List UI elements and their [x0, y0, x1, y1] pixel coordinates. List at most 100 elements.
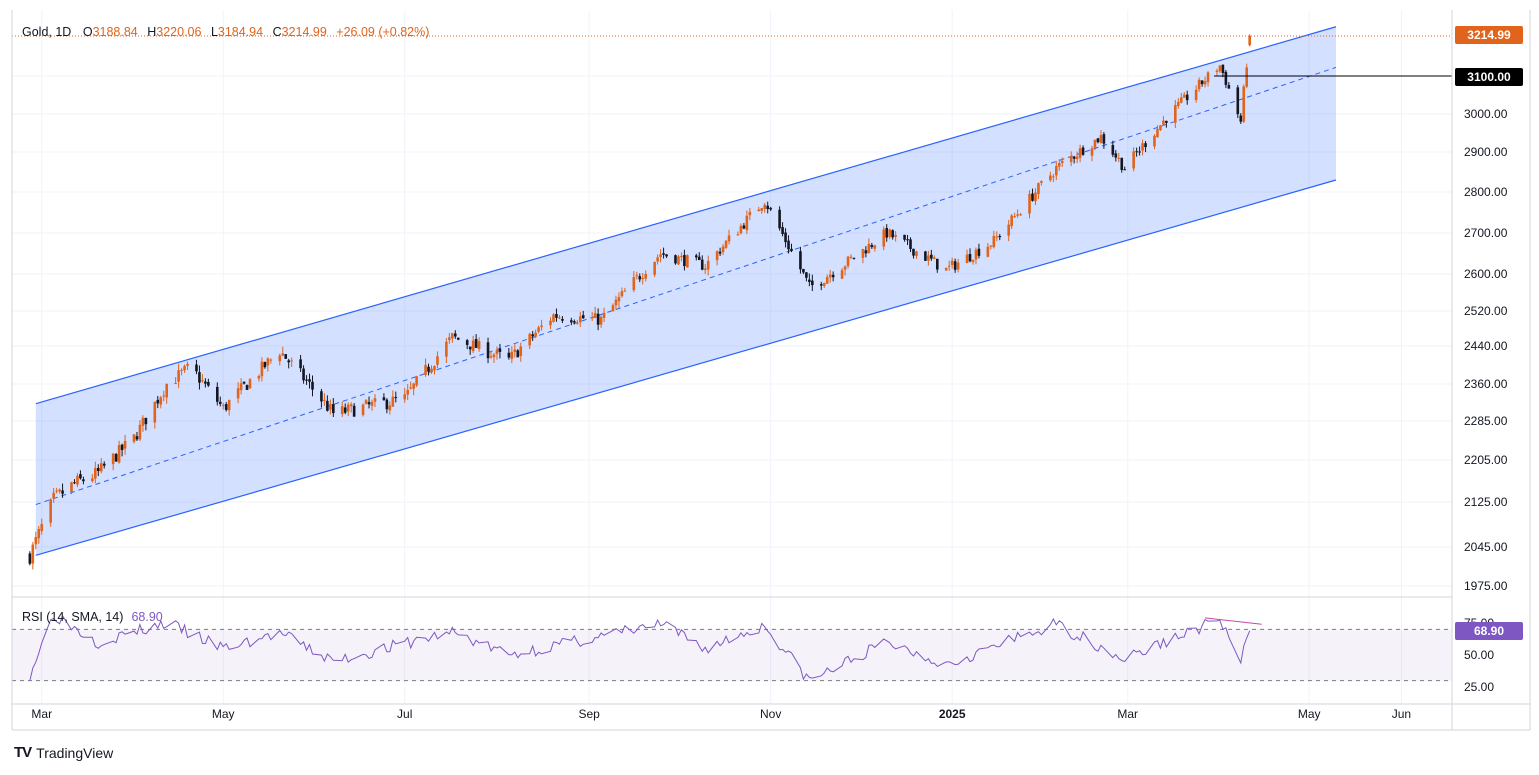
candle-body [1123, 169, 1127, 171]
level-price-badge: 3100.00 [1455, 68, 1523, 86]
candle-body [1179, 97, 1183, 103]
candle-body [1052, 176, 1055, 178]
candle-body [1019, 214, 1022, 216]
high-value: 3220.06 [156, 25, 202, 39]
symbol-label[interactable]: Gold, 1D [22, 25, 72, 39]
candle-body [915, 251, 918, 256]
candle-body [799, 251, 802, 270]
change-value: +26.09 (+0.82%) [336, 25, 430, 39]
candle-body [864, 250, 868, 254]
candle-body [326, 400, 329, 411]
candle-body [403, 394, 407, 400]
candle-body [257, 375, 261, 379]
candle-body [1078, 148, 1082, 158]
time-tick-label: Sep [579, 707, 601, 721]
candle-body [593, 313, 597, 319]
candle-body [894, 234, 897, 237]
candle-body [61, 490, 64, 494]
candle-body [1236, 87, 1240, 115]
candle-body [867, 243, 871, 254]
axes: 3100.00 3000.00 2900.00 2800.00 2700.00 2600.… [11, 10, 1531, 731]
candle-body [1174, 105, 1177, 123]
candle-body [162, 395, 166, 397]
candle-body [1028, 193, 1031, 214]
candle-body [1138, 151, 1141, 153]
high-label: H [147, 25, 157, 39]
candle-body [492, 354, 496, 358]
candle-body [1111, 145, 1115, 155]
candle-body [659, 254, 662, 258]
candle-body [1090, 148, 1094, 156]
price-tick-label: 3000.00 [1464, 107, 1508, 121]
rsi-label: RSI (14, SMA, 14) [22, 610, 124, 624]
candle-body [674, 255, 677, 264]
candle-body [763, 204, 767, 210]
candle-body [153, 401, 157, 423]
candle-body [1218, 65, 1222, 72]
candle-body [989, 245, 993, 247]
candle-body [953, 261, 957, 270]
candle-body [415, 376, 418, 386]
candle-body [715, 251, 719, 261]
candle-body [329, 403, 332, 410]
candle-body [31, 544, 35, 564]
time-tick-label: May [1298, 707, 1321, 721]
candle-body [498, 348, 502, 352]
candle-body [802, 268, 805, 273]
price-levels [12, 35, 1452, 77]
candle-body [198, 372, 201, 383]
candle-body [1114, 153, 1118, 158]
time-tick-label: May [212, 707, 235, 721]
candle-body [513, 349, 517, 353]
candle-body [831, 274, 835, 278]
candle-body [367, 402, 371, 405]
candle-body [1081, 147, 1085, 155]
candle-body [933, 257, 936, 260]
candle-body [332, 404, 335, 414]
candle-body [79, 474, 82, 479]
candle-body [573, 321, 576, 323]
candle-body [706, 260, 710, 270]
candle-body [132, 434, 136, 442]
price-tick-label: 2205.00 [1464, 453, 1508, 467]
candle-body [680, 256, 683, 258]
candle-body [96, 467, 100, 472]
candle-body [299, 359, 302, 369]
candle-body [489, 356, 493, 358]
candle-body [1034, 192, 1037, 202]
candlestick-series [28, 34, 1251, 570]
candle-body [1099, 135, 1103, 143]
price-tick-label: 2440.00 [1464, 339, 1508, 353]
candle-body [739, 225, 743, 234]
rsi-value-badge: 68.90 [1455, 622, 1523, 640]
open-value: 3188.84 [92, 25, 138, 39]
price-tick-label: 2520.00 [1464, 304, 1508, 318]
candle-body [516, 350, 520, 358]
candle-body [1049, 175, 1052, 181]
candle-body [822, 283, 826, 286]
candle-body [623, 290, 627, 292]
candle-body [248, 379, 252, 389]
rsi-line [29, 614, 1251, 681]
channel-fill [35, 26, 1336, 556]
candle-body [73, 482, 76, 484]
candle-body [70, 482, 73, 493]
candle-body [781, 227, 784, 235]
candle-body [590, 317, 594, 319]
candle-body [912, 248, 915, 256]
rsi-tick-label: 50.00 [1464, 648, 1494, 662]
tradingview-brand[interactable]: TV TradingView [14, 744, 113, 761]
candle-body [1141, 143, 1144, 151]
candle-body [811, 280, 814, 286]
candle-body [531, 334, 534, 337]
price-tick-label: 2700.00 [1464, 226, 1508, 240]
candle-body [644, 273, 648, 279]
candle-body [805, 272, 808, 278]
rsi-legend[interactable]: RSI (14, SMA, 14) 68.90 [22, 610, 163, 624]
candle-body [1075, 156, 1079, 160]
candle-body [727, 235, 731, 242]
candle-body [736, 234, 740, 236]
candle-body [935, 258, 939, 270]
candle-body [721, 246, 725, 252]
